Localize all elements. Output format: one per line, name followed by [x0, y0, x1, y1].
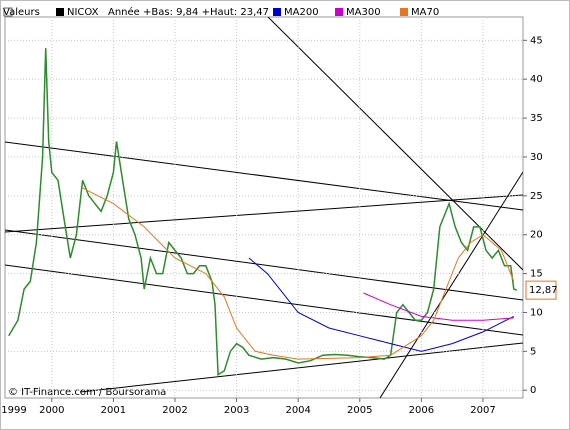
y-tick-label: 15 — [530, 269, 543, 280]
x-tick-label: 2005 — [347, 405, 372, 416]
y-tick-label: 30 — [530, 152, 543, 163]
y-tick-label: 25 — [530, 191, 543, 202]
y-tick-label: 0 — [530, 385, 536, 396]
x-tick-label: 2001 — [101, 405, 126, 416]
legend-label: MA200 — [284, 7, 319, 18]
trendline — [5, 141, 523, 211]
checkbox[interactable] — [3, 7, 13, 17]
x-tick-label: 2003 — [224, 405, 249, 416]
y-tick-label: 45 — [530, 35, 543, 46]
x-tick-label: 2000 — [39, 405, 64, 416]
x-tick-label: 2004 — [285, 405, 310, 416]
legend-swatch — [400, 8, 408, 16]
y-tick-label: 20 — [530, 230, 543, 241]
trendline — [5, 264, 523, 336]
legend-swatch — [273, 8, 281, 16]
series-layer — [8, 48, 518, 377]
last-price-label: 12,87 — [529, 285, 558, 296]
y-tick-label: 35 — [530, 113, 543, 124]
last-price-box — [525, 280, 557, 300]
trendline — [5, 194, 523, 233]
filter-label: Valeurs — [3, 7, 40, 18]
series-line — [363, 292, 514, 321]
legend-label: MA70 — [411, 7, 439, 18]
x-tick-label: 2002 — [162, 405, 187, 416]
subtitle: Année +Bas: 9,84 +Haut: 23,47 — [108, 6, 269, 18]
series-line — [248, 257, 515, 352]
y-tick-label: 5 — [530, 346, 536, 357]
trendline — [5, 229, 523, 301]
y-tick-label: 40 — [530, 74, 543, 85]
source: © IT-Finance.com / Boursorama — [8, 387, 166, 398]
x-tick-label: 1999 — [1, 405, 26, 416]
series-line — [82, 187, 515, 360]
plot-area — [4, 16, 524, 399]
y-tick-label: 10 — [530, 307, 543, 318]
legend-swatch — [335, 8, 343, 16]
legend-swatch — [56, 8, 64, 16]
trendline — [379, 171, 523, 398]
legend-label: NICOX — [67, 7, 99, 18]
series-line — [8, 48, 518, 377]
x-tick-label: 2006 — [409, 405, 434, 416]
legend-label: MA300 — [346, 7, 381, 18]
x-tick-label: 2007 — [470, 405, 495, 416]
